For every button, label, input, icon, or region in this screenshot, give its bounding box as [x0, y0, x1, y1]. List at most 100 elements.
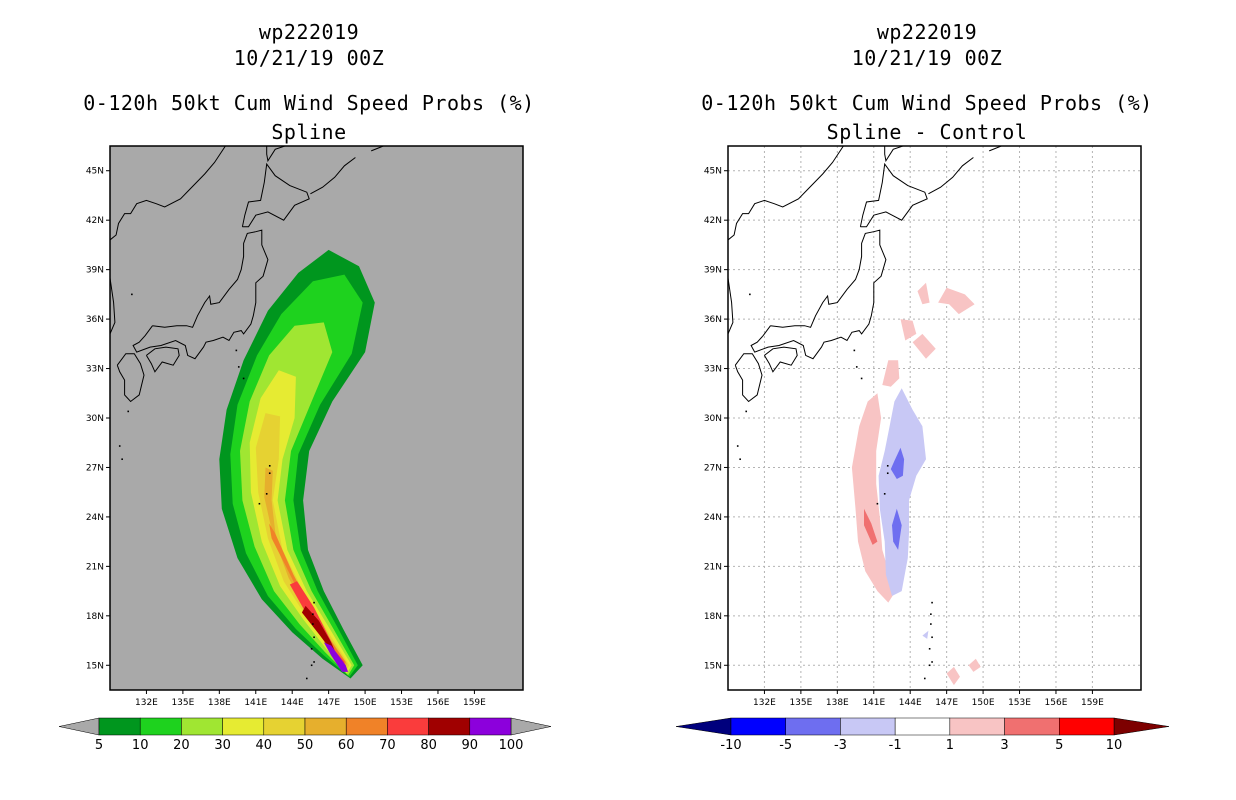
colorbar-label: -5	[779, 738, 792, 753]
coastline	[145, 346, 180, 373]
coastline	[734, 353, 763, 403]
island-dot	[855, 366, 858, 368]
island-dot	[268, 465, 271, 467]
x-tick-label: 159E	[463, 698, 486, 708]
left-subtitle: Spline	[271, 120, 347, 144]
island-dot	[131, 293, 133, 296]
island-dot	[931, 661, 933, 663]
colorbar-swatch	[304, 717, 347, 736]
coastline	[763, 346, 798, 373]
colorbar-extend-high	[510, 717, 552, 736]
right-chart: 132E 135E 138E 141E 144E 147E 150E 153E 156E 159E…	[675, 145, 1170, 753]
contour-1to3	[968, 658, 981, 672]
colorbar-swatch	[98, 717, 141, 736]
x-tick-label: 135E	[171, 698, 194, 708]
island-dot	[118, 445, 121, 447]
coastline	[728, 146, 844, 278]
island-dot	[310, 664, 313, 667]
island-dot	[127, 410, 130, 413]
left-storm-id: wp222019	[258, 20, 360, 44]
contour-90	[323, 642, 349, 672]
colorbar-label: 20	[173, 738, 190, 753]
coastline	[884, 146, 904, 163]
island-dot	[923, 677, 926, 680]
coastline	[928, 157, 974, 195]
island-dot	[853, 349, 856, 352]
colorbar-swatch	[949, 717, 1005, 736]
right-storm-id: wp222019	[876, 20, 978, 44]
colorbar-label: 40	[256, 738, 273, 753]
coastline	[110, 277, 116, 335]
contour-1to3	[900, 319, 917, 341]
island-dot	[237, 366, 240, 368]
coastline	[989, 146, 1002, 152]
contour--1to-3	[878, 388, 926, 596]
colorbar-label: 50	[297, 738, 314, 753]
colorbar-label: 60	[338, 738, 355, 753]
map-layer	[110, 146, 384, 680]
right-panel: wp222019 10/21/19 00Z 0-120h 50kt Cum Wi…	[618, 0, 1236, 800]
island-dot	[313, 601, 315, 604]
y-tick-label: 36N	[86, 315, 104, 325]
colorbar-label: 30	[214, 738, 231, 753]
colorbar-label: 3	[1000, 738, 1008, 753]
colorbar-swatch	[894, 717, 951, 736]
colorbar-label: 10	[132, 738, 149, 753]
right-date: 10/21/19 00Z	[851, 46, 1003, 70]
island-dot	[928, 647, 931, 650]
y-tick-label: 15N	[704, 661, 722, 671]
colorbar-swatch	[222, 717, 265, 736]
island-dot	[745, 410, 748, 413]
colorbar-label: 90	[462, 738, 479, 753]
island-dot	[265, 493, 268, 495]
y-tick-label: 24N	[86, 513, 104, 523]
left-title: 0-120h 50kt Cum Wind Speed Probs (%)	[83, 91, 535, 115]
contour-1to3	[912, 333, 936, 359]
y-tick-label: 39N	[86, 266, 104, 276]
island-dot	[258, 502, 261, 505]
contour--3to-5	[890, 447, 905, 479]
coastline	[750, 229, 887, 360]
left-panel: wp222019 10/21/19 00Z 0-120h 50kt Cum Wi…	[58, 20, 552, 753]
x-tick-label: 132E	[753, 698, 776, 708]
y-tick-label: 15N	[86, 661, 104, 671]
contour-60	[269, 523, 346, 669]
contour-1to3	[882, 360, 900, 387]
colorbar-swatch	[469, 717, 512, 736]
y-tick-label: 33N	[86, 365, 104, 375]
coastline	[371, 146, 384, 152]
colorbar-swatch	[263, 717, 306, 736]
island-dot	[886, 465, 889, 467]
y-tick-label: 30N	[704, 414, 722, 424]
y-tick-label: 24N	[704, 513, 722, 523]
x-tick-label: 144E	[899, 698, 922, 708]
contour-1to3	[938, 287, 975, 315]
colorbar-label: 80	[420, 738, 437, 753]
x-tick-label: 138E	[208, 698, 231, 708]
colorbar-swatch	[387, 717, 429, 736]
colorbar-label: 100	[499, 738, 524, 753]
island-dot	[930, 623, 932, 625]
y-tick-label: 21N	[704, 562, 722, 572]
y-tick-label: 42N	[704, 216, 722, 226]
island-dot	[268, 472, 271, 475]
coastline	[132, 229, 269, 360]
island-dot	[121, 458, 123, 461]
y-tick-label: 39N	[704, 266, 722, 276]
island-dot	[931, 636, 933, 639]
x-tick-label: 156E	[1045, 698, 1068, 708]
island-dot	[883, 493, 886, 495]
x-tick-label: 150E	[972, 698, 995, 708]
island-dot	[310, 647, 313, 650]
island-dot	[749, 293, 751, 296]
y-tick-label: 27N	[86, 463, 104, 473]
colorbar-swatch	[730, 717, 786, 736]
x-tick-label: 135E	[789, 698, 812, 708]
x-tick-label: 138E	[826, 698, 849, 708]
y-tick-label: 45N	[86, 167, 104, 177]
colorbar-extend-low	[58, 717, 100, 736]
colorbar-swatch	[1059, 717, 1115, 736]
colorbar-extend-high	[1113, 717, 1170, 736]
island-dot	[928, 664, 931, 667]
contour-1to3	[917, 282, 930, 305]
